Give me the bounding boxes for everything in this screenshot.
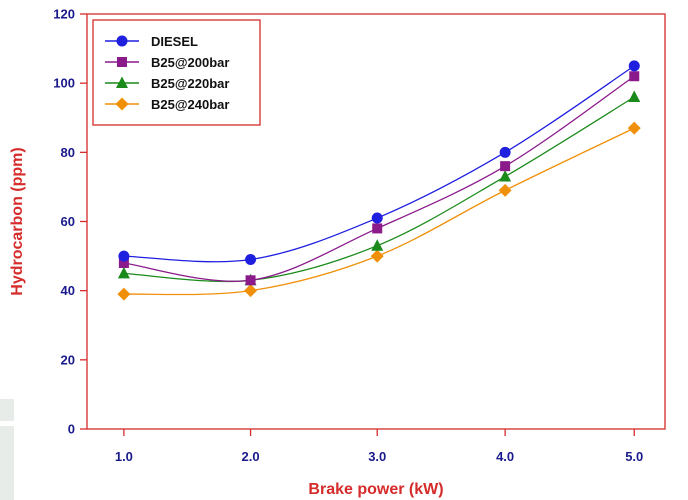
data-point-diesel bbox=[371, 212, 383, 224]
legend-label-b25-220bar: B25@220bar bbox=[151, 76, 229, 91]
legend-marker-b25-240bar bbox=[115, 97, 129, 111]
legend-marker-b25-200bar bbox=[117, 57, 127, 67]
y-tick-label: 0 bbox=[68, 422, 75, 437]
y-tick-label: 120 bbox=[53, 7, 75, 22]
data-point-b25-240bar bbox=[498, 183, 512, 197]
data-point-diesel bbox=[245, 254, 257, 266]
legend-entry-b25-220bar: B25@220bar bbox=[105, 76, 229, 91]
legend-marker-diesel bbox=[116, 35, 128, 47]
data-point-b25-200bar bbox=[500, 161, 511, 172]
legend-label-diesel: DIESEL bbox=[151, 34, 198, 49]
y-tick-label: 100 bbox=[53, 76, 75, 91]
data-point-b25-240bar bbox=[244, 284, 258, 298]
y-tick-label: 60 bbox=[61, 214, 75, 229]
series-b25-240bar bbox=[117, 121, 641, 301]
legend-marker-b25-220bar bbox=[116, 76, 128, 88]
x-tick-label: 2.0 bbox=[242, 449, 260, 464]
data-point-b25-220bar bbox=[628, 90, 641, 102]
y-tick-label: 20 bbox=[61, 352, 75, 367]
legend-label-b25-200bar: B25@200bar bbox=[151, 55, 229, 70]
y-axis-title: Hydrocarbon (ppm) bbox=[9, 147, 26, 295]
data-point-b25-200bar bbox=[629, 71, 640, 82]
series-layer bbox=[117, 60, 641, 301]
x-axis-title: Brake power (kW) bbox=[308, 481, 443, 498]
x-tick-label: 5.0 bbox=[625, 449, 643, 464]
data-point-diesel bbox=[118, 250, 130, 262]
data-point-diesel bbox=[628, 60, 640, 72]
series-diesel bbox=[118, 60, 640, 266]
legend-entry-diesel: DIESEL bbox=[105, 34, 198, 49]
series-b25-200bar bbox=[118, 71, 640, 286]
data-point-b25-200bar bbox=[118, 258, 129, 268]
left-edge-panel-top bbox=[0, 399, 14, 421]
axes: 0 20 40 60 80 100 120 1.0 2.0 3.0 4.0 5.0 bbox=[53, 7, 666, 464]
y-tick-label: 80 bbox=[61, 145, 75, 160]
x-tick-label: 3.0 bbox=[368, 449, 386, 464]
data-point-b25-240bar bbox=[370, 249, 384, 263]
data-point-b25-240bar bbox=[117, 287, 131, 301]
y-tick-label: 40 bbox=[61, 283, 75, 298]
left-edge-panel-bottom bbox=[0, 426, 14, 500]
data-point-diesel bbox=[499, 146, 511, 158]
series-line-b25-240bar bbox=[123, 127, 635, 296]
legend: DIESEL B25@200bar B25@220bar B25@240bar bbox=[92, 19, 261, 126]
legend-label-b25-240bar: B25@240bar bbox=[151, 97, 229, 112]
data-point-b25-220bar bbox=[117, 266, 130, 279]
x-tick-label: 1.0 bbox=[115, 449, 133, 464]
legend-entry-b25-240bar: B25@240bar bbox=[105, 97, 229, 112]
data-point-b25-240bar bbox=[627, 121, 641, 135]
data-point-b25-220bar bbox=[499, 170, 512, 182]
data-point-b25-200bar bbox=[245, 275, 256, 286]
legend-entry-b25-200bar: B25@200bar bbox=[105, 55, 229, 70]
data-point-b25-200bar bbox=[372, 223, 383, 234]
data-point-b25-220bar bbox=[371, 239, 384, 251]
x-tick-label: 4.0 bbox=[496, 449, 514, 464]
